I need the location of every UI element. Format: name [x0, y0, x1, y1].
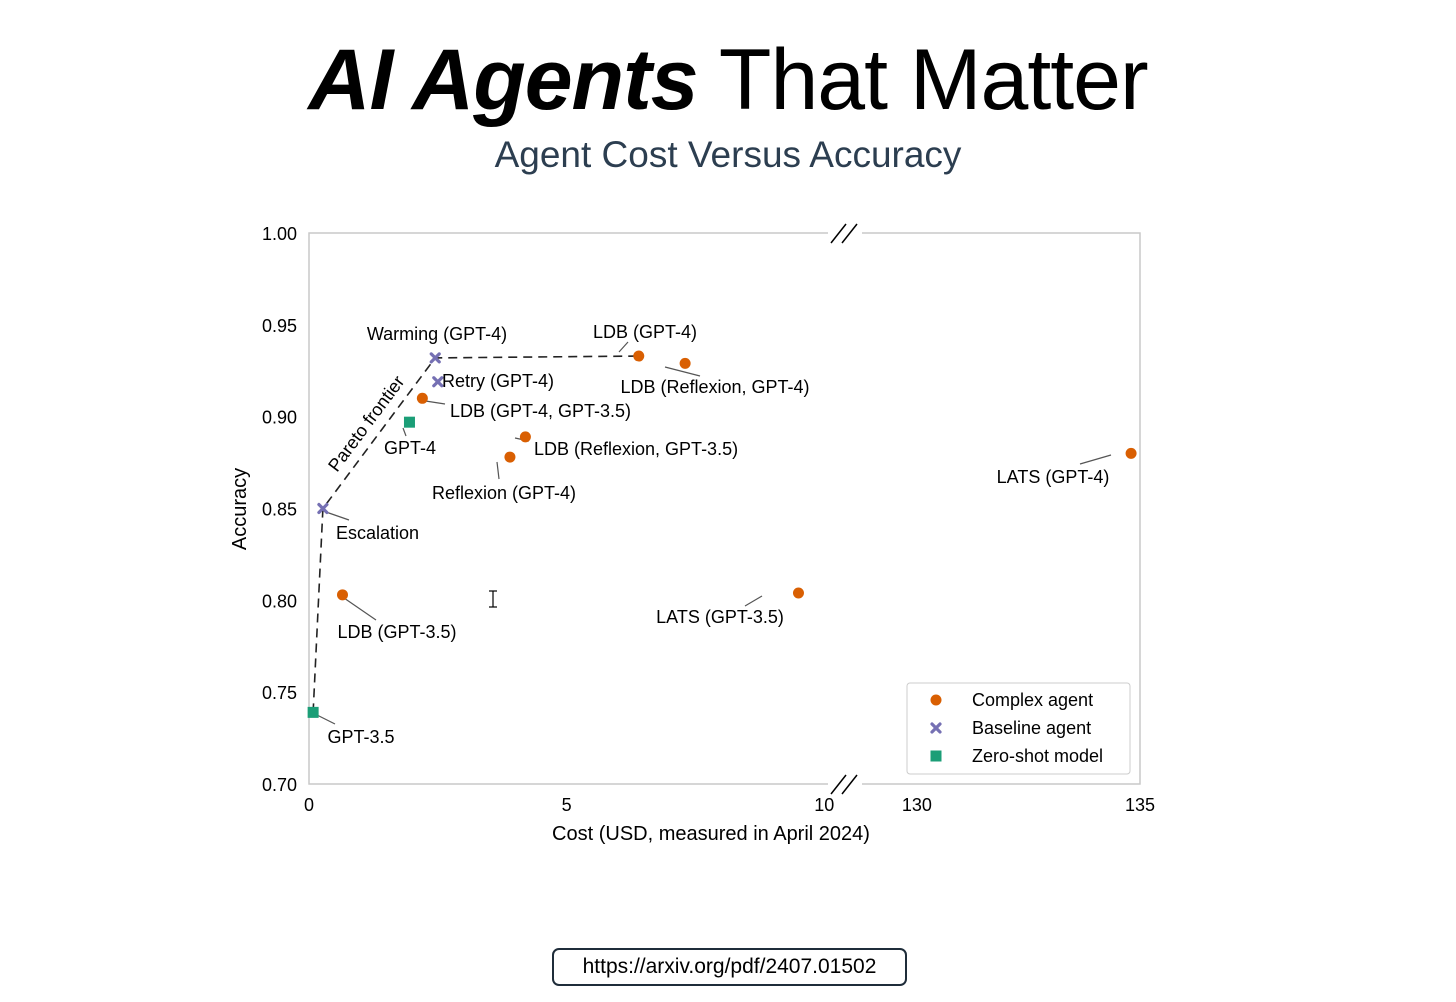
title-bold-part: AI Agents	[308, 32, 698, 128]
leader-line	[496, 461, 500, 480]
point-lats-gpt-4	[1125, 447, 1137, 459]
leader-line	[325, 511, 350, 521]
x-tick-label: 5	[562, 795, 572, 815]
point-label-gpt-4: GPT-4	[384, 438, 436, 458]
y-tick-label: 0.95	[262, 316, 297, 336]
data-points	[307, 350, 1137, 718]
x-tick-label: 10	[814, 795, 834, 815]
point-label-ldb-reflexion-gpt-3-5: LDB (Reflexion, GPT-3.5)	[534, 439, 738, 459]
point-reflexion-gpt-4	[504, 451, 516, 463]
y-tick-label: 1.00	[262, 224, 297, 244]
point-label-reflexion-gpt-4: Reflexion (GPT-4)	[432, 483, 576, 503]
y-tick-label: 0.90	[262, 408, 297, 428]
x-axis-label: Cost (USD, measured in April 2024)	[552, 823, 870, 845]
y-axis-label: Accuracy	[229, 468, 251, 550]
point-ldb-reflexion-gpt-4	[679, 357, 691, 369]
point-escalation	[317, 502, 329, 515]
leader-line	[618, 341, 629, 353]
y-tick-label: 0.70	[262, 775, 297, 795]
legend-label-baseline-agent: Baseline agent	[972, 718, 1091, 738]
leader-line	[1079, 454, 1112, 465]
point-label-lats-gpt-3-5: LATS (GPT-3.5)	[656, 607, 784, 627]
y-tick-label: 0.85	[262, 500, 297, 520]
point-ldb-reflexion-gpt-3-5	[519, 431, 531, 443]
point-ldb-gpt-4-gpt-3-5	[416, 392, 428, 404]
leader-line	[744, 595, 763, 607]
point-labels: LDB (GPT-4) LDB (Reflexion, GPT-4) LDB (GP…	[327, 322, 1109, 747]
scatter-chart: 0.700.750.800.850.900.951.00 0 5 10 130 135 …	[229, 220, 1156, 845]
point-gpt-3-5	[307, 706, 319, 718]
point-label-lats-gpt-4: LATS (GPT-4)	[997, 467, 1110, 487]
x-tick-label: 0	[304, 795, 314, 815]
y-tick-label: 0.75	[262, 683, 297, 703]
point-ldb-gpt-4	[633, 350, 645, 362]
chart-subtitle: Agent Cost Versus Accuracy	[494, 134, 962, 175]
y-tick-labels: 0.70 0.75 0.80 0.85 0.90 0.95 1.00	[262, 224, 297, 795]
source-url-link[interactable]: https://arxiv.org/pdf/2407.01502	[552, 948, 907, 986]
point-label-ldb-gpt-4-gpt-3-5: LDB (GPT-4, GPT-3.5)	[450, 401, 631, 421]
leader-line	[664, 366, 701, 377]
point-label-ldb-gpt-4: LDB (GPT-4)	[593, 322, 697, 342]
legend-label-zero-shot-model: Zero-shot model	[972, 746, 1103, 766]
point-retry-gpt-4	[432, 376, 444, 388]
point-label-gpt-3-5: GPT-3.5	[327, 727, 394, 747]
x-tick-label: 130	[902, 795, 932, 815]
legend-marker-baseline-agent	[930, 722, 942, 734]
legend-box	[906, 682, 1131, 775]
point-warming-gpt-4	[429, 352, 441, 364]
plot-frame	[308, 232, 1141, 785]
leader-line	[343, 597, 377, 621]
title-regular-part: That Matter	[718, 32, 1149, 128]
pareto-frontier-label: Pareto frontier	[324, 372, 408, 475]
label-leader-lines	[316, 341, 1112, 725]
legend-marker-zero-shot-model	[930, 750, 942, 762]
leader-line	[402, 427, 407, 437]
cursor-ibeam-icon	[489, 590, 497, 608]
y-tick-label: 0.80	[262, 591, 297, 611]
legend-marker-complex-agent	[930, 694, 942, 706]
point-label-ldb-gpt-3-5: LDB (GPT-3.5)	[337, 622, 456, 642]
point-label-warming-gpt-4: Warming (GPT-4)	[367, 324, 507, 344]
point-ldb-gpt-3-5	[336, 589, 348, 601]
leader-line	[316, 714, 336, 725]
legend: Complex agent Baseline agent Zero-shot mod…	[906, 682, 1131, 775]
page-title: AI Agents That Matter	[0, 30, 1456, 130]
axis-break-marks	[828, 220, 862, 797]
point-label-retry-gpt-4: Retry (GPT-4)	[442, 371, 554, 391]
x-tick-label: 135	[1125, 795, 1155, 815]
point-label-escalation: Escalation	[336, 523, 419, 543]
point-label-ldb-reflexion-gpt-4: LDB (Reflexion, GPT-4)	[620, 377, 809, 397]
x-tick-labels: 0 5 10 130 135	[304, 795, 1155, 815]
point-lats-gpt-3-5	[792, 587, 804, 599]
legend-label-complex-agent: Complex agent	[972, 690, 1093, 710]
point-gpt-4	[403, 416, 415, 428]
